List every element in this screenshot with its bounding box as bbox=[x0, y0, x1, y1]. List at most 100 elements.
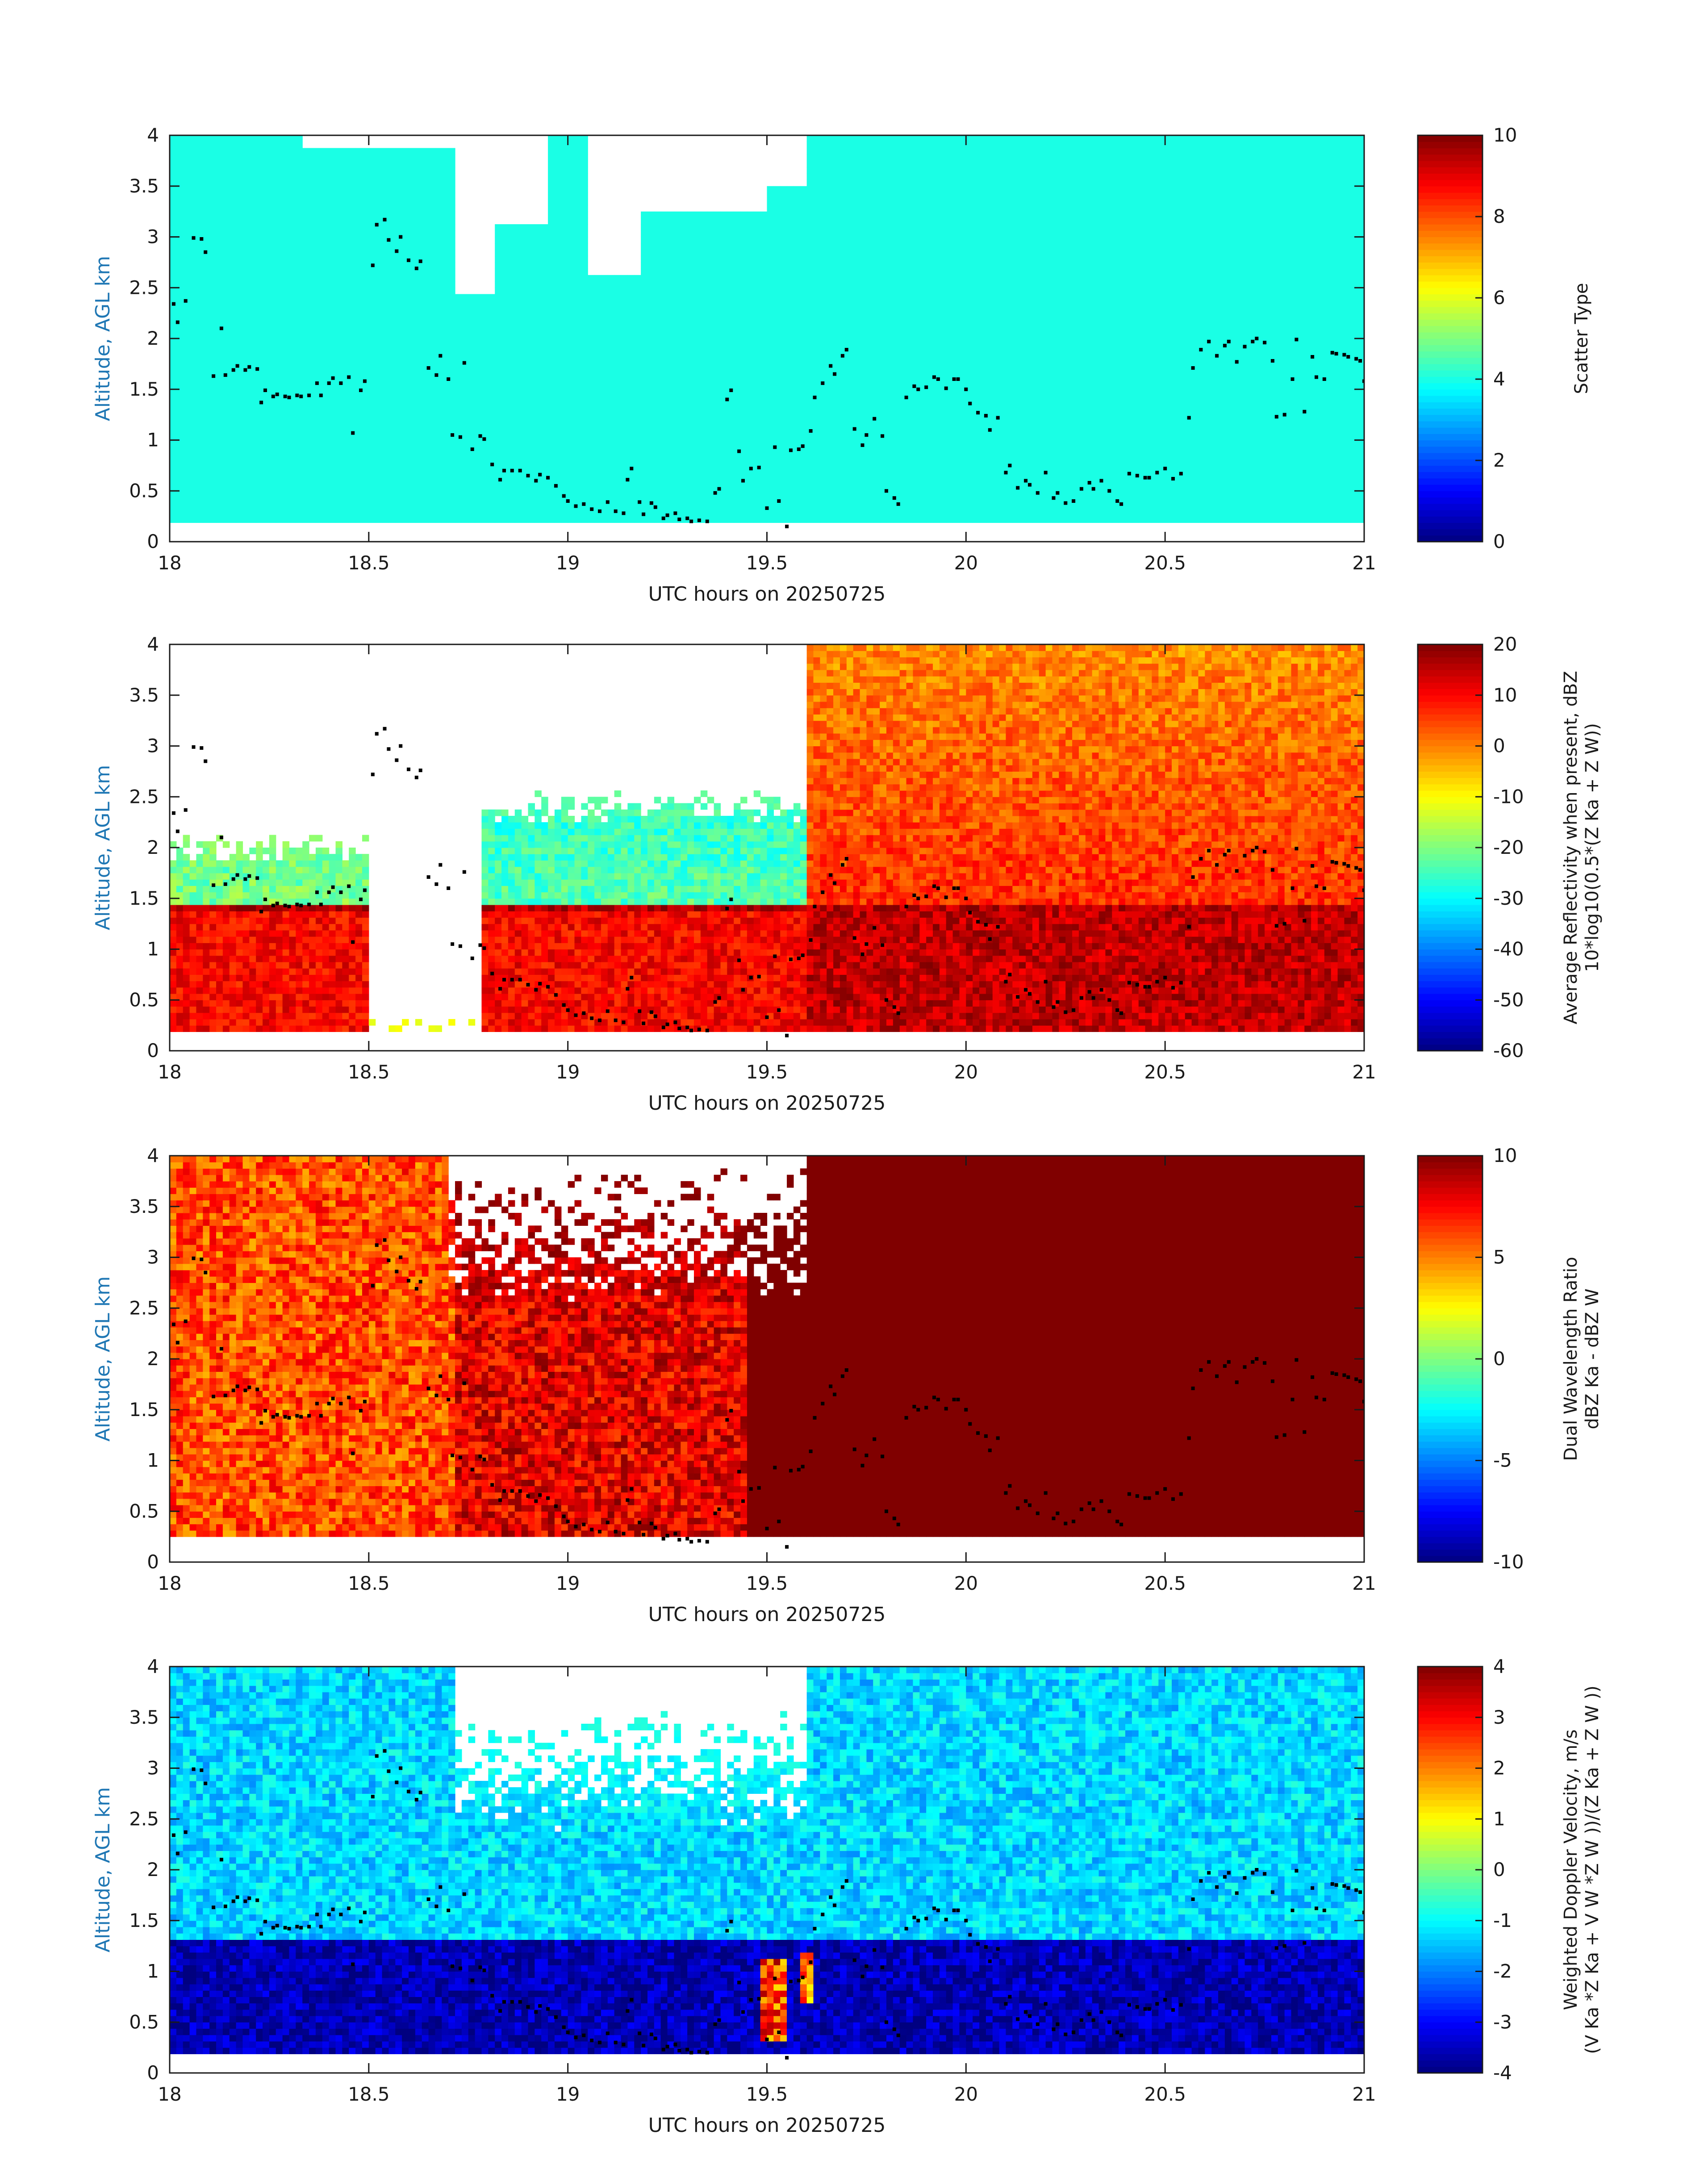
heatmap-cell bbox=[773, 268, 781, 276]
heatmap-cell bbox=[561, 199, 568, 206]
heatmap-cell bbox=[355, 370, 363, 377]
heatmap-cell bbox=[289, 345, 296, 352]
heatmap-cell bbox=[508, 472, 515, 479]
heatmap-cell bbox=[601, 434, 608, 441]
heatmap-cell bbox=[236, 230, 243, 238]
heatmap-cell bbox=[395, 516, 402, 523]
heatmap-cell bbox=[388, 383, 396, 390]
heatmap-cell bbox=[442, 230, 449, 238]
heatmap-cell bbox=[203, 237, 210, 244]
heatmap-cell bbox=[242, 192, 250, 199]
heatmap-cell bbox=[189, 402, 197, 409]
heatmap-cell bbox=[468, 510, 476, 517]
heatmap-cell bbox=[236, 306, 243, 313]
heatmap-cell bbox=[302, 173, 309, 180]
heatmap-cell bbox=[289, 485, 296, 491]
heatmap-cell bbox=[521, 383, 529, 390]
heatmap-cell bbox=[329, 268, 336, 276]
heatmap-cell bbox=[428, 237, 436, 244]
heatmap-cell bbox=[375, 192, 383, 199]
heatmap-cell bbox=[203, 434, 210, 441]
heatmap-cell bbox=[574, 281, 581, 288]
heatmap-cell bbox=[222, 408, 230, 415]
heatmap-cell bbox=[442, 160, 449, 167]
heatmap-cell bbox=[176, 332, 184, 339]
heatmap-cell bbox=[368, 402, 376, 409]
heatmap-cell bbox=[249, 452, 256, 460]
heatmap-cell bbox=[601, 351, 608, 358]
heatmap-cell bbox=[242, 326, 250, 333]
heatmap-cell bbox=[508, 402, 515, 409]
heatmap-cell bbox=[176, 268, 184, 276]
heatmap-cell bbox=[601, 389, 608, 396]
heatmap-cell bbox=[322, 288, 330, 295]
heatmap-cell bbox=[448, 452, 455, 460]
heatmap-cell bbox=[289, 491, 296, 498]
heatmap-cell bbox=[435, 217, 442, 225]
heatmap-cell bbox=[501, 237, 509, 244]
heatmap-cell bbox=[780, 281, 787, 288]
heatmap-cell bbox=[747, 357, 754, 364]
heatmap-cell bbox=[176, 186, 184, 193]
heatmap-cell bbox=[229, 217, 237, 225]
heatmap-cell bbox=[263, 192, 270, 199]
heatmap-cell bbox=[203, 516, 210, 523]
heatmap-cell bbox=[495, 485, 502, 491]
heatmap-cell bbox=[468, 345, 476, 352]
heatmap-cell bbox=[216, 485, 223, 491]
heatmap-cell bbox=[322, 516, 330, 523]
heatmap-cell bbox=[203, 408, 210, 415]
heatmap-cell bbox=[700, 485, 708, 491]
heatmap-cell bbox=[720, 414, 727, 422]
heatmap-cell bbox=[229, 135, 237, 142]
heatmap-cell bbox=[388, 224, 396, 231]
heatmap-cell bbox=[183, 313, 190, 320]
heatmap-cell bbox=[362, 281, 369, 288]
heatmap-cell bbox=[256, 491, 263, 498]
heatmap-cell bbox=[189, 478, 197, 485]
heatmap-cell bbox=[183, 357, 190, 364]
heatmap-cell bbox=[229, 338, 237, 345]
heatmap-cell bbox=[495, 237, 502, 244]
heatmap-cell bbox=[269, 497, 276, 504]
heatmap-cell bbox=[773, 376, 781, 384]
heatmap-cell bbox=[362, 491, 369, 498]
heatmap-cell bbox=[289, 351, 296, 358]
heatmap-cell bbox=[707, 402, 714, 409]
heatmap-cell bbox=[296, 440, 303, 447]
heatmap-cell bbox=[574, 332, 581, 339]
heatmap-cell bbox=[282, 452, 290, 460]
heatmap-cell bbox=[707, 243, 714, 250]
heatmap-cell bbox=[475, 338, 482, 345]
heatmap-cell bbox=[720, 376, 727, 384]
heatmap-cell bbox=[641, 408, 648, 415]
heatmap-cell bbox=[382, 332, 389, 339]
heatmap-cell bbox=[674, 491, 681, 498]
heatmap-cell bbox=[249, 154, 256, 161]
heatmap-cell bbox=[468, 465, 476, 472]
heatmap-cell bbox=[236, 224, 243, 231]
heatmap-cell bbox=[189, 485, 197, 491]
heatmap-cell bbox=[660, 427, 668, 434]
heatmap-cell bbox=[229, 249, 237, 256]
heatmap-cell bbox=[388, 516, 396, 523]
heatmap-cell bbox=[329, 440, 336, 447]
heatmap-cell bbox=[428, 306, 436, 313]
heatmap-cell bbox=[276, 383, 283, 390]
heatmap-cell bbox=[554, 281, 562, 288]
heatmap-cell bbox=[355, 319, 363, 326]
heatmap-cell bbox=[382, 383, 389, 390]
heatmap-cell bbox=[773, 237, 781, 244]
heatmap-cell bbox=[442, 485, 449, 491]
heatmap-cell bbox=[342, 485, 349, 491]
heatmap-cell bbox=[402, 211, 409, 218]
heatmap-cell bbox=[647, 288, 655, 295]
heatmap-cell bbox=[249, 281, 256, 288]
heatmap-cell bbox=[322, 256, 330, 263]
heatmap-cell bbox=[681, 376, 688, 384]
heatmap-cell bbox=[574, 211, 581, 218]
heatmap-cell bbox=[508, 268, 515, 276]
heatmap-cell bbox=[548, 497, 555, 504]
heatmap-cell bbox=[435, 237, 442, 244]
heatmap-cell bbox=[203, 300, 210, 307]
